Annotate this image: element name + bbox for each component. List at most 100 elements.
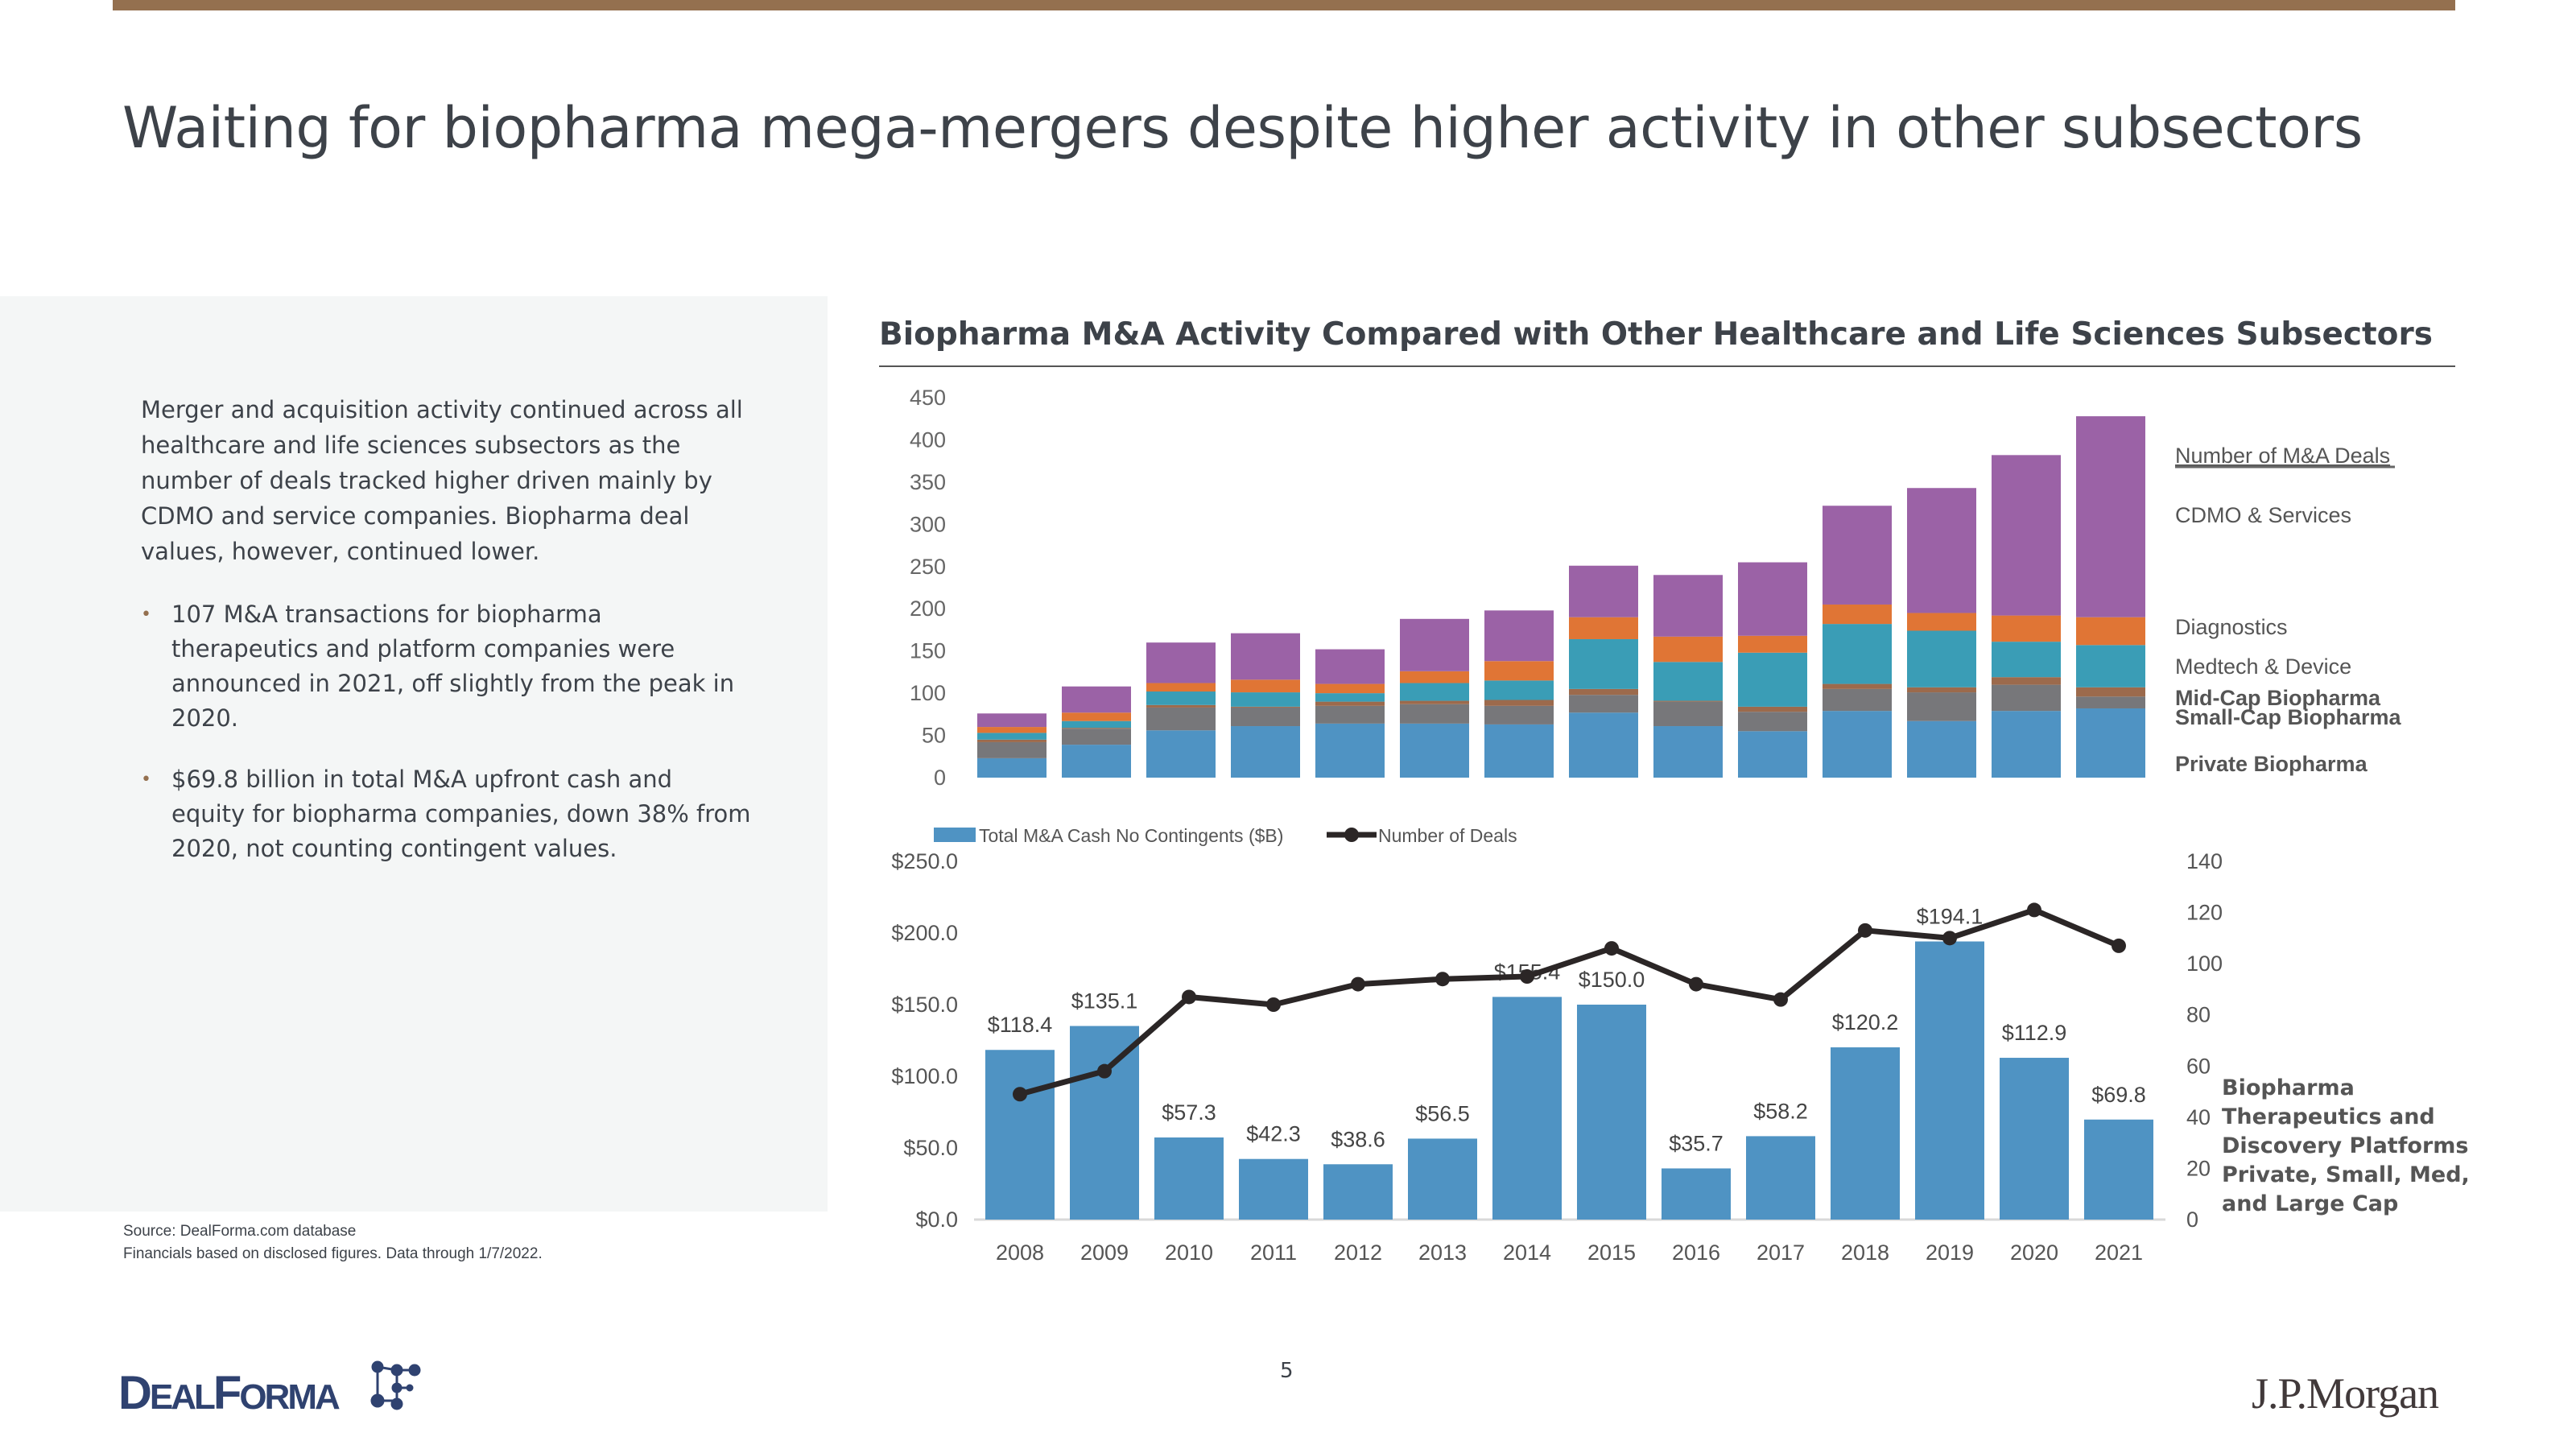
stacked-bar-segment-mid-cap-biopharma [1992, 677, 2061, 685]
legend-label: Private Biopharma [2175, 752, 2368, 776]
stacked-bar-segment-medtech-device [1738, 652, 1807, 707]
bar [1070, 1026, 1139, 1220]
jpmorgan-logo: J.P.Morgan [2252, 1369, 2439, 1418]
stacked-bar-segment-medtech-device [1569, 638, 1638, 689]
x-tick-label: 2020 [2010, 1241, 2058, 1265]
page-number: 5 [1280, 1359, 1294, 1383]
legend-label: Diagnostics [2175, 615, 2288, 639]
line-marker [1942, 931, 1957, 946]
bullet-item: • 107 M&A transactions for biopharma ther… [141, 597, 753, 736]
stacked-bar-segment-cdmo-services [1569, 565, 1638, 617]
legend-swatch-bar [934, 828, 976, 842]
data-label: $118.4 [988, 1013, 1053, 1037]
x-tick-label: 2008 [996, 1241, 1044, 1265]
stacked-bar-segment-medtech-device [1823, 624, 1892, 684]
bar [1492, 997, 1562, 1220]
stacked-bar-segment-cdmo-services [2076, 416, 2145, 617]
stacked-bar-segment-medtech-device [1315, 693, 1385, 702]
y-tick-label: 250 [910, 555, 946, 579]
data-label: $135.1 [1071, 989, 1138, 1013]
stacked-bar-segment-diagnostics [1231, 679, 1300, 693]
line-series-number-of-deals [1019, 906, 2120, 1097]
stacked-bar-segment-diagnostics [1823, 604, 1892, 625]
stacked-bar-segment-small-cap-biopharma [1400, 704, 1469, 724]
stacked-bar-segment-diagnostics [977, 727, 1046, 733]
y-tick-label: $150.0 [891, 993, 958, 1017]
chart-title-rule [879, 365, 2455, 367]
y2-tick-label: 140 [2186, 849, 2223, 873]
y2-tick-label: 80 [2186, 1003, 2211, 1027]
stacked-bar-segment-mid-cap-biopharma [1315, 701, 1385, 706]
stacked-bar-segment-diagnostics [1315, 683, 1385, 694]
line-marker [1773, 992, 1788, 1007]
stacked-bar-segment-cdmo-services [1062, 686, 1131, 713]
stacked-bar-segment-cdmo-services [1992, 455, 2061, 616]
stacked-bar-segment-diagnostics [2076, 617, 2145, 646]
stacked-bar-segment-cdmo-services [1231, 633, 1300, 680]
stacked-bar-segment-private-biopharma [1315, 723, 1385, 778]
y-tick-label: 300 [910, 512, 946, 536]
stacked-bar-segment-diagnostics [1992, 615, 2061, 642]
stacked-bar-segment-mid-cap-biopharma [1484, 700, 1554, 706]
bullet-icon: • [141, 770, 151, 790]
stacked-bar-segment-cdmo-services [1738, 562, 1807, 636]
line-marker [1520, 969, 1534, 985]
x-tick-label: 2018 [1841, 1241, 1889, 1265]
bar [1323, 1164, 1393, 1220]
stacked-bar-segment-small-cap-biopharma [1823, 688, 1892, 712]
data-label: $194.1 [1917, 905, 1984, 929]
x-tick-label: 2012 [1334, 1241, 1382, 1265]
stacked-bar-segment-cdmo-services [1400, 618, 1469, 671]
bottom-chart-side-note: Biopharma Therapeutics and Discovery Pla… [2222, 1074, 2470, 1219]
summary-bullets: • 107 M&A transactions for biopharma ther… [141, 597, 753, 893]
stacked-bar-segment-medtech-device [2076, 645, 2145, 687]
stacked-bar-segment-diagnostics [1907, 613, 1976, 631]
stacked-bar-segment-medtech-device [1400, 683, 1469, 701]
stacked-bar-segment-mid-cap-biopharma [1907, 687, 1976, 693]
y-tick-label: 200 [910, 597, 946, 621]
bar [1239, 1158, 1308, 1220]
data-label: $112.9 [2002, 1021, 2067, 1045]
stacked-bar-segment-diagnostics [1569, 617, 1638, 639]
data-label: $38.6 [1331, 1127, 1385, 1151]
stacked-bar-segment-private-biopharma [1992, 711, 2061, 778]
stacked-bar-segment-mid-cap-biopharma [2076, 687, 2145, 697]
bar [1915, 941, 1984, 1220]
side-note-line: Private, Small, Med, [2222, 1162, 2470, 1187]
y2-tick-label: 120 [2186, 901, 2223, 925]
line-marker [1182, 989, 1196, 1005]
line-marker [2112, 938, 2126, 953]
line-marker [1013, 1087, 1027, 1102]
x-tick-label: 2011 [1250, 1241, 1297, 1265]
stacked-bar-segment-private-biopharma [1484, 724, 1554, 778]
x-tick-label: 2014 [1503, 1241, 1551, 1265]
stacked-bar-segment-medtech-device [1231, 692, 1300, 707]
y-tick-label: $50.0 [903, 1136, 958, 1160]
x-tick-label: 2016 [1672, 1241, 1720, 1265]
line-marker [2027, 902, 2041, 918]
stacked-bar-segment-private-biopharma [1738, 731, 1807, 778]
stacked-bar-segment-medtech-device [1484, 680, 1554, 700]
stacked-bar-segment-private-biopharma [1400, 723, 1469, 778]
line-marker [1351, 976, 1365, 992]
stacked-bar-segment-small-cap-biopharma [1315, 705, 1385, 724]
bar [1408, 1138, 1477, 1220]
data-label: $35.7 [1669, 1131, 1724, 1155]
y2-tick-label: 0 [2186, 1208, 2198, 1232]
stacked-bar-segment-mid-cap-biopharma [1231, 706, 1300, 708]
stacked-bar-segment-small-cap-biopharma [1484, 705, 1554, 724]
data-label: $120.2 [1832, 1010, 1899, 1034]
legend-label: Total M&A Cash No Contingents ($B) [979, 825, 1283, 846]
side-note-line: Biopharma [2222, 1075, 2355, 1100]
x-tick-label: 2021 [2095, 1241, 2143, 1265]
y2-tick-label: 100 [2186, 952, 2223, 976]
stacked-bar-segment-private-biopharma [1569, 712, 1638, 778]
stacked-bar-segment-small-cap-biopharma [1992, 684, 2061, 712]
stacked-bar-segment-cdmo-services [977, 713, 1046, 728]
source-note: Source: DealForma.com database Financial… [123, 1220, 543, 1265]
stacked-bar-segment-cdmo-services [1315, 649, 1385, 684]
data-label: $56.5 [1415, 1101, 1470, 1125]
stacked-bar-segment-mid-cap-biopharma [1400, 700, 1469, 704]
data-label: $57.3 [1162, 1100, 1216, 1125]
y-tick-label: $100.0 [891, 1064, 958, 1088]
